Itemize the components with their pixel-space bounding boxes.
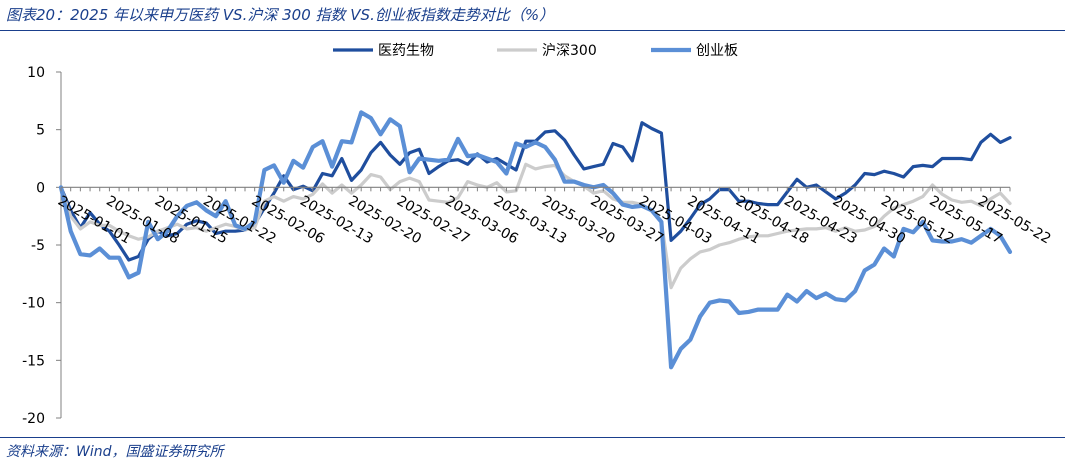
- chart-legend: 医药生物 沪深300 创业板: [333, 43, 738, 59]
- y-tick-label: -5: [31, 238, 45, 254]
- legend-label-3: 创业板: [696, 43, 738, 59]
- line-chart: 医药生物 沪深300 创业板 10 5 0 -5 -10 -15 -20 2025-01-012…: [22, 43, 1053, 427]
- legend-label-2: 沪深300: [542, 43, 597, 59]
- top-rule: [0, 30, 1065, 31]
- y-tick-label: -15: [22, 353, 45, 369]
- bottom-rule: [0, 437, 1065, 438]
- series-layer: [58, 110, 1013, 370]
- y-tick-label: 10: [27, 65, 45, 81]
- y-axis: 10 5 0 -5 -10 -15 -20: [22, 65, 62, 427]
- y-tick-label: 5: [36, 123, 45, 139]
- series-line-2: [59, 162, 1012, 290]
- figure-title: 图表20：2025 年以来申万医药 VS.沪深 300 指数 VS.创业板指数走…: [6, 6, 555, 24]
- series-line-3: [58, 110, 1013, 370]
- legend-label-1: 医药生物: [378, 43, 434, 59]
- x-axis: 2025-01-012025-01-082025-01-152025-01-22…: [55, 186, 1053, 248]
- y-tick-label: 0: [36, 180, 45, 196]
- source-note: 资料来源：Wind，国盛证券研究所: [6, 444, 224, 460]
- y-tick-label: -10: [22, 296, 45, 312]
- y-tick-label: -20: [22, 411, 45, 427]
